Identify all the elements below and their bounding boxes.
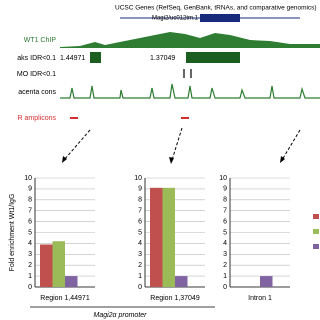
bar	[52, 241, 65, 287]
y-tick-label: 7	[28, 208, 32, 215]
y-tick-label: 7	[223, 208, 227, 215]
y-tick-label: 2	[138, 262, 142, 269]
cons-signal	[60, 83, 320, 99]
mo-peak	[190, 69, 192, 78]
y-tick-label: 0	[28, 284, 32, 291]
y-tick-label: 8	[28, 197, 32, 204]
y-tick-label: 0	[138, 284, 142, 291]
y-tick-label: 3	[223, 251, 227, 258]
x-tick-label: Region 1,44971	[40, 295, 90, 302]
mo-track-label: MO IDR<0.1	[17, 71, 56, 78]
peak	[90, 52, 101, 63]
peak	[186, 52, 240, 63]
y-tick-label: 3	[28, 251, 32, 258]
amplicons-track-label: R amplicons	[17, 115, 56, 122]
y-tick-label: 6	[138, 218, 142, 225]
amplicon	[181, 117, 189, 119]
legend-swatch	[313, 244, 319, 249]
y-tick-label: 7	[138, 208, 142, 215]
arrows	[63, 127, 301, 161]
y-tick-label: 4	[28, 240, 32, 247]
y-tick-label: 8	[138, 197, 142, 204]
y-tick-label: 9	[223, 186, 227, 193]
bar	[65, 276, 78, 287]
y-tick-label: 3	[138, 251, 142, 258]
peaks-track-label: aks IDR<0.1	[17, 55, 56, 62]
y-tick-label: 4	[138, 240, 142, 247]
y-tick-label: 1	[223, 273, 227, 280]
promoter-label: Magi2α promoter	[93, 312, 147, 319]
y-tick-label: 5	[223, 229, 227, 236]
chip-signal	[60, 32, 320, 48]
y-axis-title: Fold enrichment Wt1/IgG	[9, 194, 16, 272]
y-tick-label: 10	[24, 175, 32, 182]
y-tick-label: 1	[28, 273, 32, 280]
bar	[260, 276, 273, 287]
y-tick-label: 10	[134, 175, 142, 182]
y-tick-label: 6	[223, 218, 227, 225]
x-tick-label: Region 1,37049	[150, 295, 200, 302]
arrow-heads	[62, 156, 285, 164]
bar	[162, 187, 175, 287]
y-tick-label: 1	[138, 273, 142, 280]
y-tick-label: 9	[138, 186, 142, 193]
cons-track-label: acenta cons	[18, 89, 56, 96]
y-tick-label: 5	[138, 229, 142, 236]
gene-name: Magi2/uc012tm.1	[152, 16, 199, 22]
legend-swatch	[313, 214, 319, 219]
y-tick-label: 2	[223, 262, 227, 269]
y-tick-label: 2	[28, 262, 32, 269]
amplicon	[70, 117, 78, 119]
genes-track-label: UCSC Genes (RefSeq, GenBank, tRNAs, and …	[115, 5, 317, 12]
y-tick-label: 5	[28, 229, 32, 236]
bar	[175, 276, 188, 287]
y-tick-label: 10	[219, 175, 227, 182]
bar	[150, 187, 163, 287]
peak-label: 1.44971	[60, 55, 85, 62]
legend-swatch	[313, 229, 319, 234]
mo-peak	[183, 69, 185, 78]
y-tick-label: 9	[28, 186, 32, 193]
y-tick-label: 8	[223, 197, 227, 204]
x-tick-label: Intron 1	[248, 295, 272, 302]
y-tick-label: 6	[28, 218, 32, 225]
peak-label: 1.37049	[150, 55, 175, 62]
chip-track-label: WT1 ChIP	[24, 37, 57, 44]
gene-exon	[200, 14, 240, 22]
y-tick-label: 4	[223, 240, 227, 247]
bar	[40, 244, 53, 287]
y-tick-label: 0	[223, 284, 227, 291]
